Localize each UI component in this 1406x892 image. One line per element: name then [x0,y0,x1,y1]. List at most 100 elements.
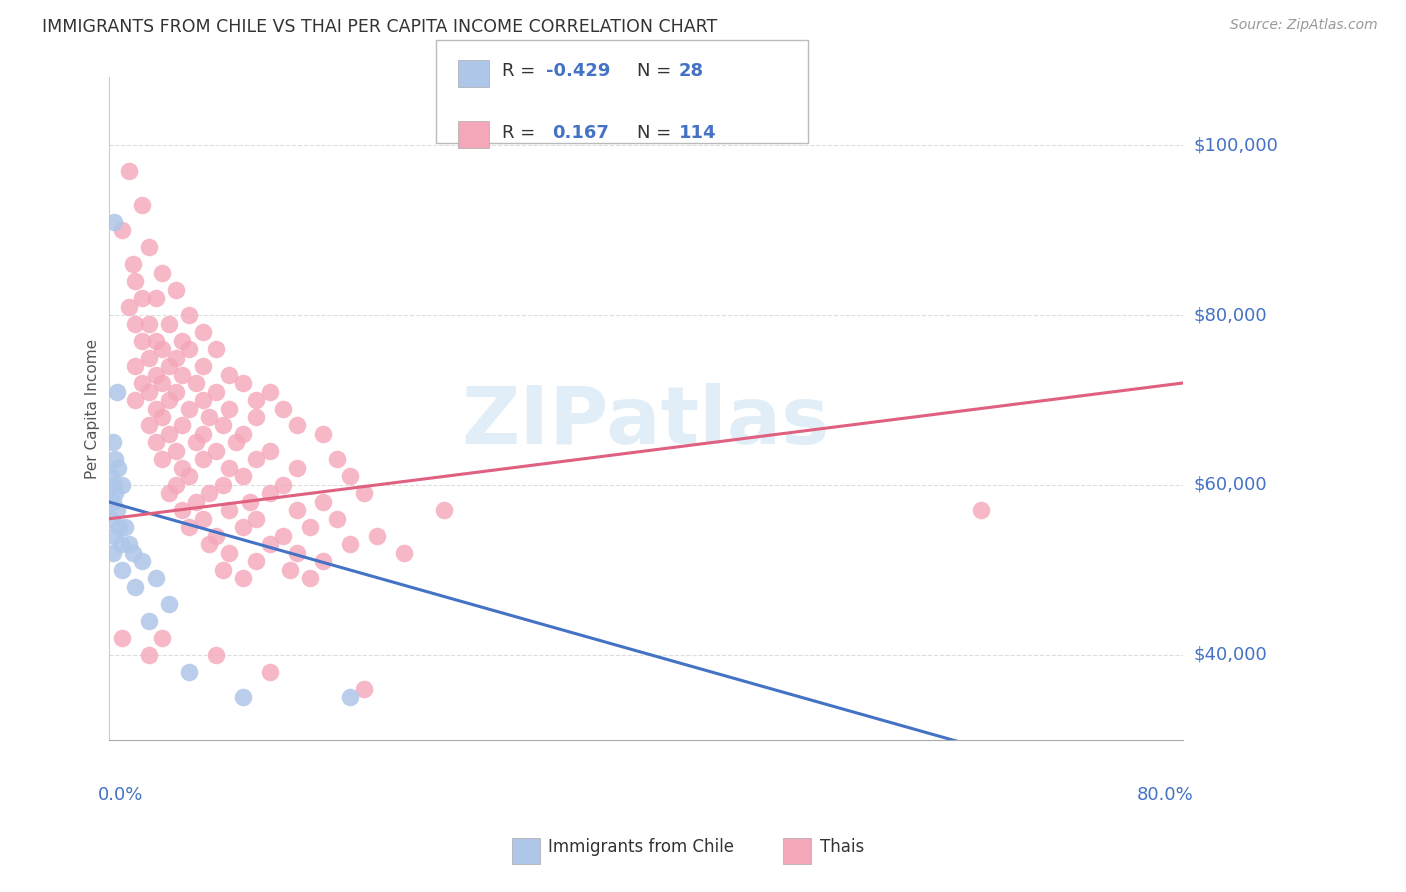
Point [157,392,180,407]
Point [245,392,267,407]
Point [165,478,187,492]
Text: $40,000: $40,000 [1194,646,1267,664]
Text: $80,000: $80,000 [1194,306,1267,324]
Point [211,563,233,577]
Point [191,325,214,339]
Point [211,418,233,433]
Text: Thais: Thais [820,838,863,856]
Point [103,215,125,229]
Y-axis label: Per Capita Income: Per Capita Income [86,338,100,479]
Text: R =: R = [502,124,541,142]
Point [259,665,281,679]
Point [111,478,134,492]
Point [172,503,194,517]
Point [179,469,201,483]
Point [103,478,125,492]
Point [312,495,335,509]
Point [111,563,134,577]
Text: $100,000: $100,000 [1194,136,1278,154]
Point [172,418,194,433]
Point [150,376,173,390]
Point [179,401,201,416]
Point [191,512,214,526]
Point [232,376,254,390]
Point [339,469,361,483]
Point [124,317,146,331]
Text: -0.429: -0.429 [546,62,610,80]
Text: Source: ZipAtlas.com: Source: ZipAtlas.com [1230,18,1378,32]
Point [118,537,141,551]
Point [232,427,254,442]
Point [232,469,254,483]
Point [259,537,281,551]
Point [232,520,254,534]
Point [245,452,267,467]
Point [245,409,267,424]
Text: ZIPatlas: ZIPatlas [461,383,830,461]
Point [205,342,228,356]
Point [184,495,207,509]
Point [105,384,128,399]
Point [100,469,122,483]
Point [101,435,124,450]
Point [121,546,143,560]
Point [225,435,247,450]
Point [145,368,167,382]
Point [111,223,134,237]
Point [179,342,201,356]
Point [157,317,180,331]
Text: 0.0%: 0.0% [98,786,143,804]
Point [111,631,134,645]
Point [157,427,180,442]
Point [165,351,187,365]
Point [211,478,233,492]
Text: N =: N = [637,124,676,142]
Point [114,520,136,534]
Point [245,512,267,526]
Text: IMMIGRANTS FROM CHILE VS THAI PER CAPITA INCOME CORRELATION CHART: IMMIGRANTS FROM CHILE VS THAI PER CAPITA… [42,18,717,36]
Point [124,392,146,407]
Point [232,571,254,585]
Point [131,198,153,212]
Point [157,486,180,500]
Text: 28: 28 [679,62,704,80]
Point [118,300,141,314]
Point [205,529,228,543]
Text: N =: N = [637,62,676,80]
Point [104,486,127,500]
Point [124,359,146,373]
Point [101,546,124,560]
Text: R =: R = [502,62,541,80]
Text: 80.0%: 80.0% [1136,786,1194,804]
Point [145,334,167,348]
Point [970,503,993,517]
Point [285,546,308,560]
Point [179,520,201,534]
Point [205,444,228,458]
Point [298,520,321,534]
Point [232,690,254,705]
Point [198,409,221,424]
Point [218,368,240,382]
Point [339,690,361,705]
Point [191,452,214,467]
Point [100,512,122,526]
Point [138,351,160,365]
Point [259,486,281,500]
Point [353,486,375,500]
Point [218,546,240,560]
Point [271,478,294,492]
Point [104,452,127,467]
Point [131,376,153,390]
Point [118,163,141,178]
Point [172,334,194,348]
Text: $60,000: $60,000 [1194,476,1267,494]
Point [285,461,308,475]
Point [218,401,240,416]
Point [179,665,201,679]
Point [278,563,301,577]
Point [285,418,308,433]
Point [353,681,375,696]
Point [326,512,349,526]
Text: 114: 114 [679,124,717,142]
